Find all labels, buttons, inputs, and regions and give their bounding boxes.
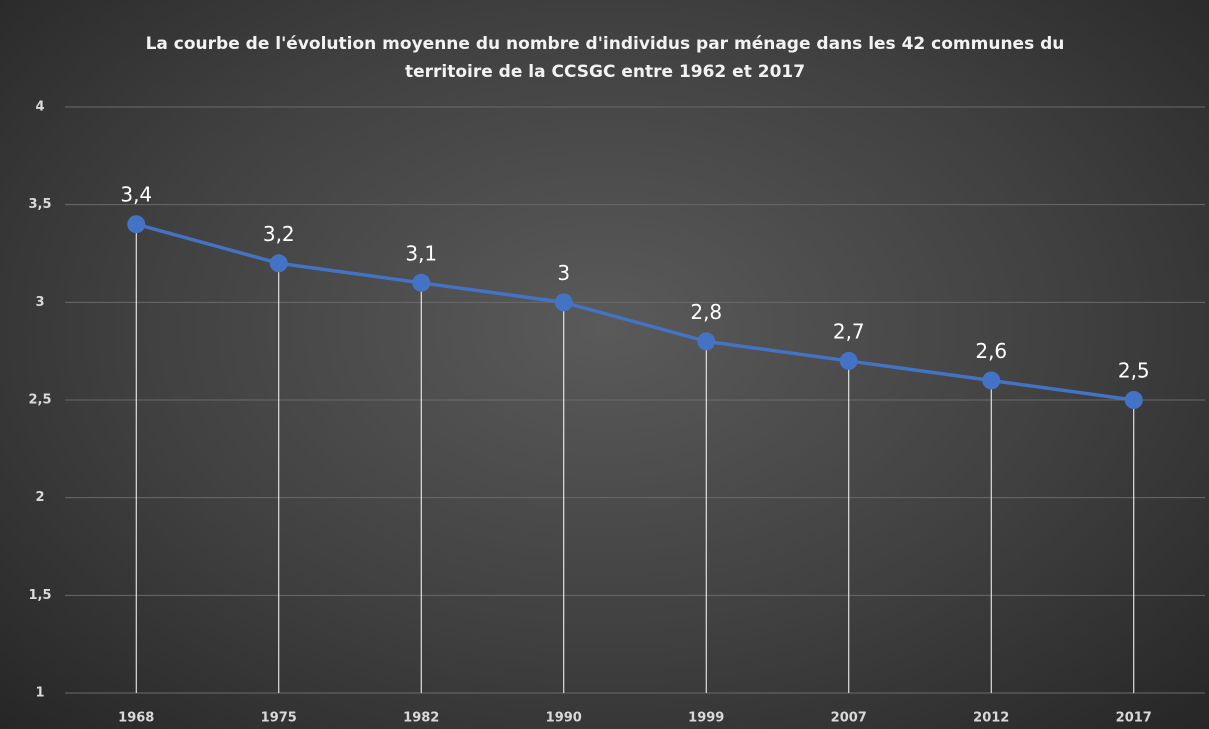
data-label: 2,5 bbox=[1118, 359, 1150, 383]
data-label: 2,8 bbox=[690, 300, 722, 324]
data-label: 3 bbox=[557, 261, 570, 285]
data-point bbox=[127, 215, 146, 234]
data-label: 2,6 bbox=[975, 339, 1007, 363]
chart-title: La courbe de l'évolution moyenne du nomb… bbox=[145, 34, 1065, 82]
x-tick-label: 2007 bbox=[831, 711, 867, 726]
data-point bbox=[839, 351, 858, 370]
data-point bbox=[697, 332, 716, 351]
x-tick-label: 1990 bbox=[546, 711, 582, 726]
data-point bbox=[269, 254, 288, 273]
x-tick-label: 1975 bbox=[261, 711, 297, 726]
y-tick-label: 2,5 bbox=[28, 393, 51, 408]
y-tick-label: 3 bbox=[35, 295, 44, 310]
data-point bbox=[1124, 391, 1143, 409]
data-point bbox=[554, 293, 573, 312]
data-label: 3,4 bbox=[120, 183, 152, 207]
x-tick-label: 1999 bbox=[688, 711, 724, 726]
data-label: 3,1 bbox=[405, 241, 437, 265]
series-line bbox=[135, 222, 1134, 402]
data-point bbox=[982, 371, 1001, 390]
y-tick-label: 3,5 bbox=[28, 197, 51, 212]
x-tick-label: 1968 bbox=[118, 711, 154, 726]
x-tick-label: 1982 bbox=[403, 711, 439, 726]
y-tick-label: 1,5 bbox=[28, 588, 51, 603]
data-label: 2,7 bbox=[833, 319, 865, 343]
y-tick-label: 1 bbox=[35, 686, 44, 701]
data-point bbox=[412, 273, 431, 292]
y-tick-label: 4 bbox=[35, 100, 44, 115]
x-tick-label: 2017 bbox=[1116, 711, 1152, 726]
data-label: 3,2 bbox=[263, 222, 295, 246]
y-tick-label: 2 bbox=[35, 490, 44, 505]
x-tick-label: 2012 bbox=[973, 711, 1009, 726]
